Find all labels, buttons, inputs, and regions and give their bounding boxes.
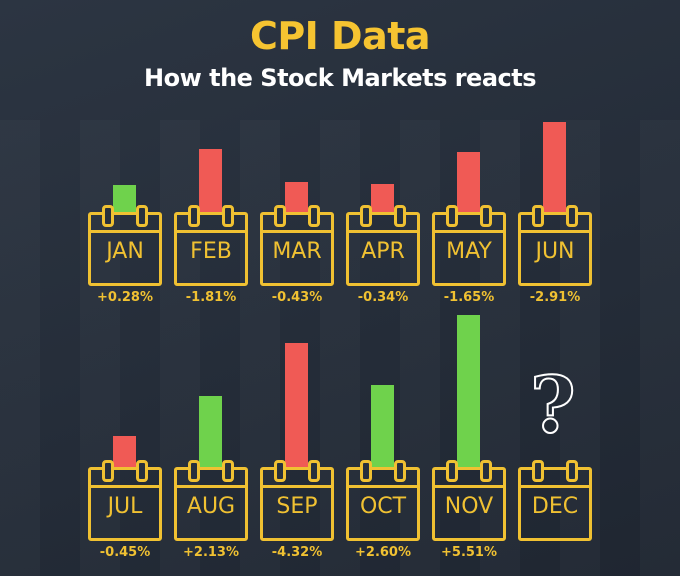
calendar-icon-aug: AUG	[174, 460, 248, 541]
bar-jan	[113, 185, 136, 212]
calendar-icon-mar: MAR	[260, 205, 334, 286]
calendar-icon-may: MAY	[432, 205, 506, 286]
month-label: FEB	[190, 239, 232, 264]
calendar-icon-sep: SEP	[260, 460, 334, 541]
month-label: APR	[361, 239, 405, 264]
bar-may	[457, 152, 480, 212]
value-label-sep: -4.32%	[271, 545, 323, 560]
value-label-nov: +5.51%	[441, 545, 497, 560]
month-label: OCT	[359, 494, 407, 519]
bar-nov	[457, 314, 480, 467]
bar-jul	[113, 436, 136, 467]
value-label-jan: +0.28%	[97, 290, 153, 305]
chart-subtitle: How the Stock Markets reacts	[144, 64, 537, 92]
value-label-jul: -0.45%	[99, 545, 151, 560]
bar-aug	[199, 395, 222, 467]
month-label: JUL	[107, 494, 143, 519]
chart-title: CPI Data	[249, 14, 431, 58]
value-label-may: -1.65%	[443, 290, 495, 305]
month-label: JAN	[106, 239, 144, 264]
calendar-icon-feb: FEB	[174, 205, 248, 286]
month-label: AUG	[186, 494, 236, 519]
question-mark-icon: ?	[529, 359, 577, 452]
month-label: MAY	[446, 239, 492, 264]
value-label-aug: +2.13%	[183, 545, 239, 560]
calendar-icon-jun: JUN	[518, 205, 592, 286]
bar-oct	[371, 384, 394, 467]
bar-sep	[285, 343, 308, 467]
month-label: MAR	[272, 239, 322, 264]
bar-mar	[285, 181, 308, 212]
value-label-oct: +2.60%	[355, 545, 411, 560]
bar-feb	[199, 148, 222, 212]
value-label-mar: -0.43%	[271, 290, 323, 305]
month-label: JUN	[535, 239, 575, 264]
value-label-jun: -2.91%	[529, 290, 581, 305]
calendar-icon-nov: NOV	[432, 460, 506, 541]
calendar-icon-apr: APR	[346, 205, 420, 286]
bar-jun	[543, 122, 566, 212]
calendar-icon-dec: DEC	[518, 460, 592, 541]
calendar-icon-oct: OCT	[346, 460, 420, 541]
month-label: NOV	[444, 494, 494, 519]
month-label: SEP	[276, 494, 318, 519]
calendar-icon-jan: JAN	[88, 205, 162, 286]
bar-apr	[371, 183, 394, 212]
value-label-feb: -1.81%	[185, 290, 237, 305]
month-label: DEC	[531, 494, 579, 519]
value-label-apr: -0.34%	[357, 290, 409, 305]
calendar-icon-jul: JUL	[88, 460, 162, 541]
